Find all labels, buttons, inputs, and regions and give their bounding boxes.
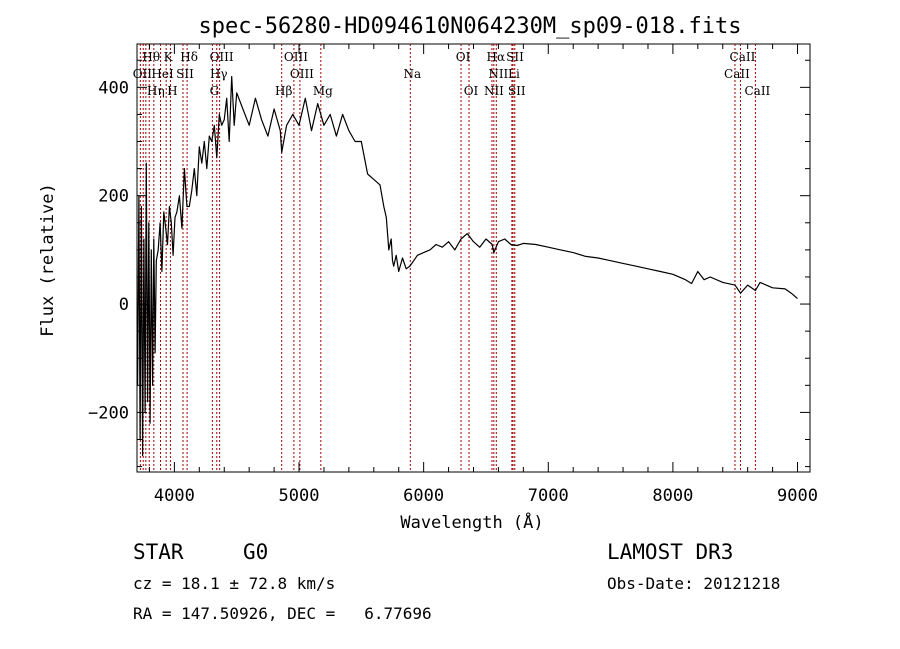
spectrum-series bbox=[137, 75, 798, 457]
y-axis-label: Flux (relative) bbox=[38, 183, 58, 337]
line-marker-label: Mg bbox=[313, 84, 333, 98]
line-marker-label: Na bbox=[403, 67, 421, 81]
line-marker-label: H bbox=[167, 84, 177, 98]
line-marker-label: OII bbox=[133, 67, 153, 81]
y-tick-label: 0 bbox=[119, 295, 129, 315]
object-class: STAR bbox=[133, 540, 184, 564]
line-marker-label: Hβ bbox=[275, 84, 292, 98]
line-marker-label: Hθ bbox=[142, 50, 160, 64]
y-tick-label: −200 bbox=[88, 403, 129, 423]
line-marker-label: NII bbox=[484, 84, 504, 98]
coordinates-text: RA = 147.50926, DEC = 6.77696 bbox=[133, 604, 432, 623]
line-marker-label: HeI bbox=[151, 67, 174, 81]
line-marker-label: Hη bbox=[147, 84, 165, 98]
line-marker-label: OIII bbox=[290, 67, 314, 81]
line-marker-label: SII bbox=[508, 84, 526, 98]
line-marker-label: CaII bbox=[730, 50, 756, 64]
line-marker-label: Hδ bbox=[180, 50, 198, 64]
y-tick-label: 200 bbox=[98, 187, 129, 207]
line-marker-label: CaII bbox=[724, 67, 750, 81]
x-tick-label: 4000 bbox=[154, 486, 195, 506]
y-tick-label: 400 bbox=[98, 78, 129, 98]
line-marker-label: OIII bbox=[210, 50, 234, 64]
survey-label: LAMOST DR3 bbox=[607, 540, 733, 564]
spectrum-line bbox=[137, 75, 798, 457]
line-marker-label: Hγ bbox=[210, 67, 228, 81]
object-subclass: G0 bbox=[243, 540, 268, 564]
obs-date-text: Obs-Date: 20121218 bbox=[607, 574, 780, 593]
chart-title: spec-56280-HD094610N064230M_sp09-018.fit… bbox=[198, 14, 741, 39]
redshift-text: cz = 18.1 ± 72.8 km/s bbox=[133, 574, 335, 593]
x-tick-label: 7000 bbox=[528, 486, 569, 506]
line-marker-label: OIII bbox=[284, 50, 308, 64]
spectral-line-markers bbox=[139, 44, 756, 472]
line-marker-label: G bbox=[210, 84, 220, 98]
line-marker-label: Hα bbox=[487, 50, 506, 64]
line-marker-label: SII bbox=[176, 67, 194, 81]
line-marker-label: SII bbox=[506, 50, 524, 64]
x-tick-label: 6000 bbox=[403, 486, 444, 506]
line-marker-label: K bbox=[164, 50, 174, 64]
x-axis-label: Wavelength (Å) bbox=[400, 511, 543, 533]
x-tick-label: 9000 bbox=[777, 486, 818, 506]
line-marker-label: OI bbox=[464, 84, 479, 98]
x-tick-label: 5000 bbox=[279, 486, 320, 506]
line-marker-label: Li bbox=[508, 67, 520, 81]
axis-ticks: 4000 5000 6000 7000 8000 9000 −200 0 200 400 bbox=[88, 44, 818, 506]
line-marker-label: NII bbox=[488, 67, 508, 81]
line-marker-label: CaII bbox=[744, 84, 770, 98]
plot-frame bbox=[136, 43, 811, 473]
x-tick-label: 8000 bbox=[652, 486, 693, 506]
line-marker-label: OI bbox=[456, 50, 471, 64]
